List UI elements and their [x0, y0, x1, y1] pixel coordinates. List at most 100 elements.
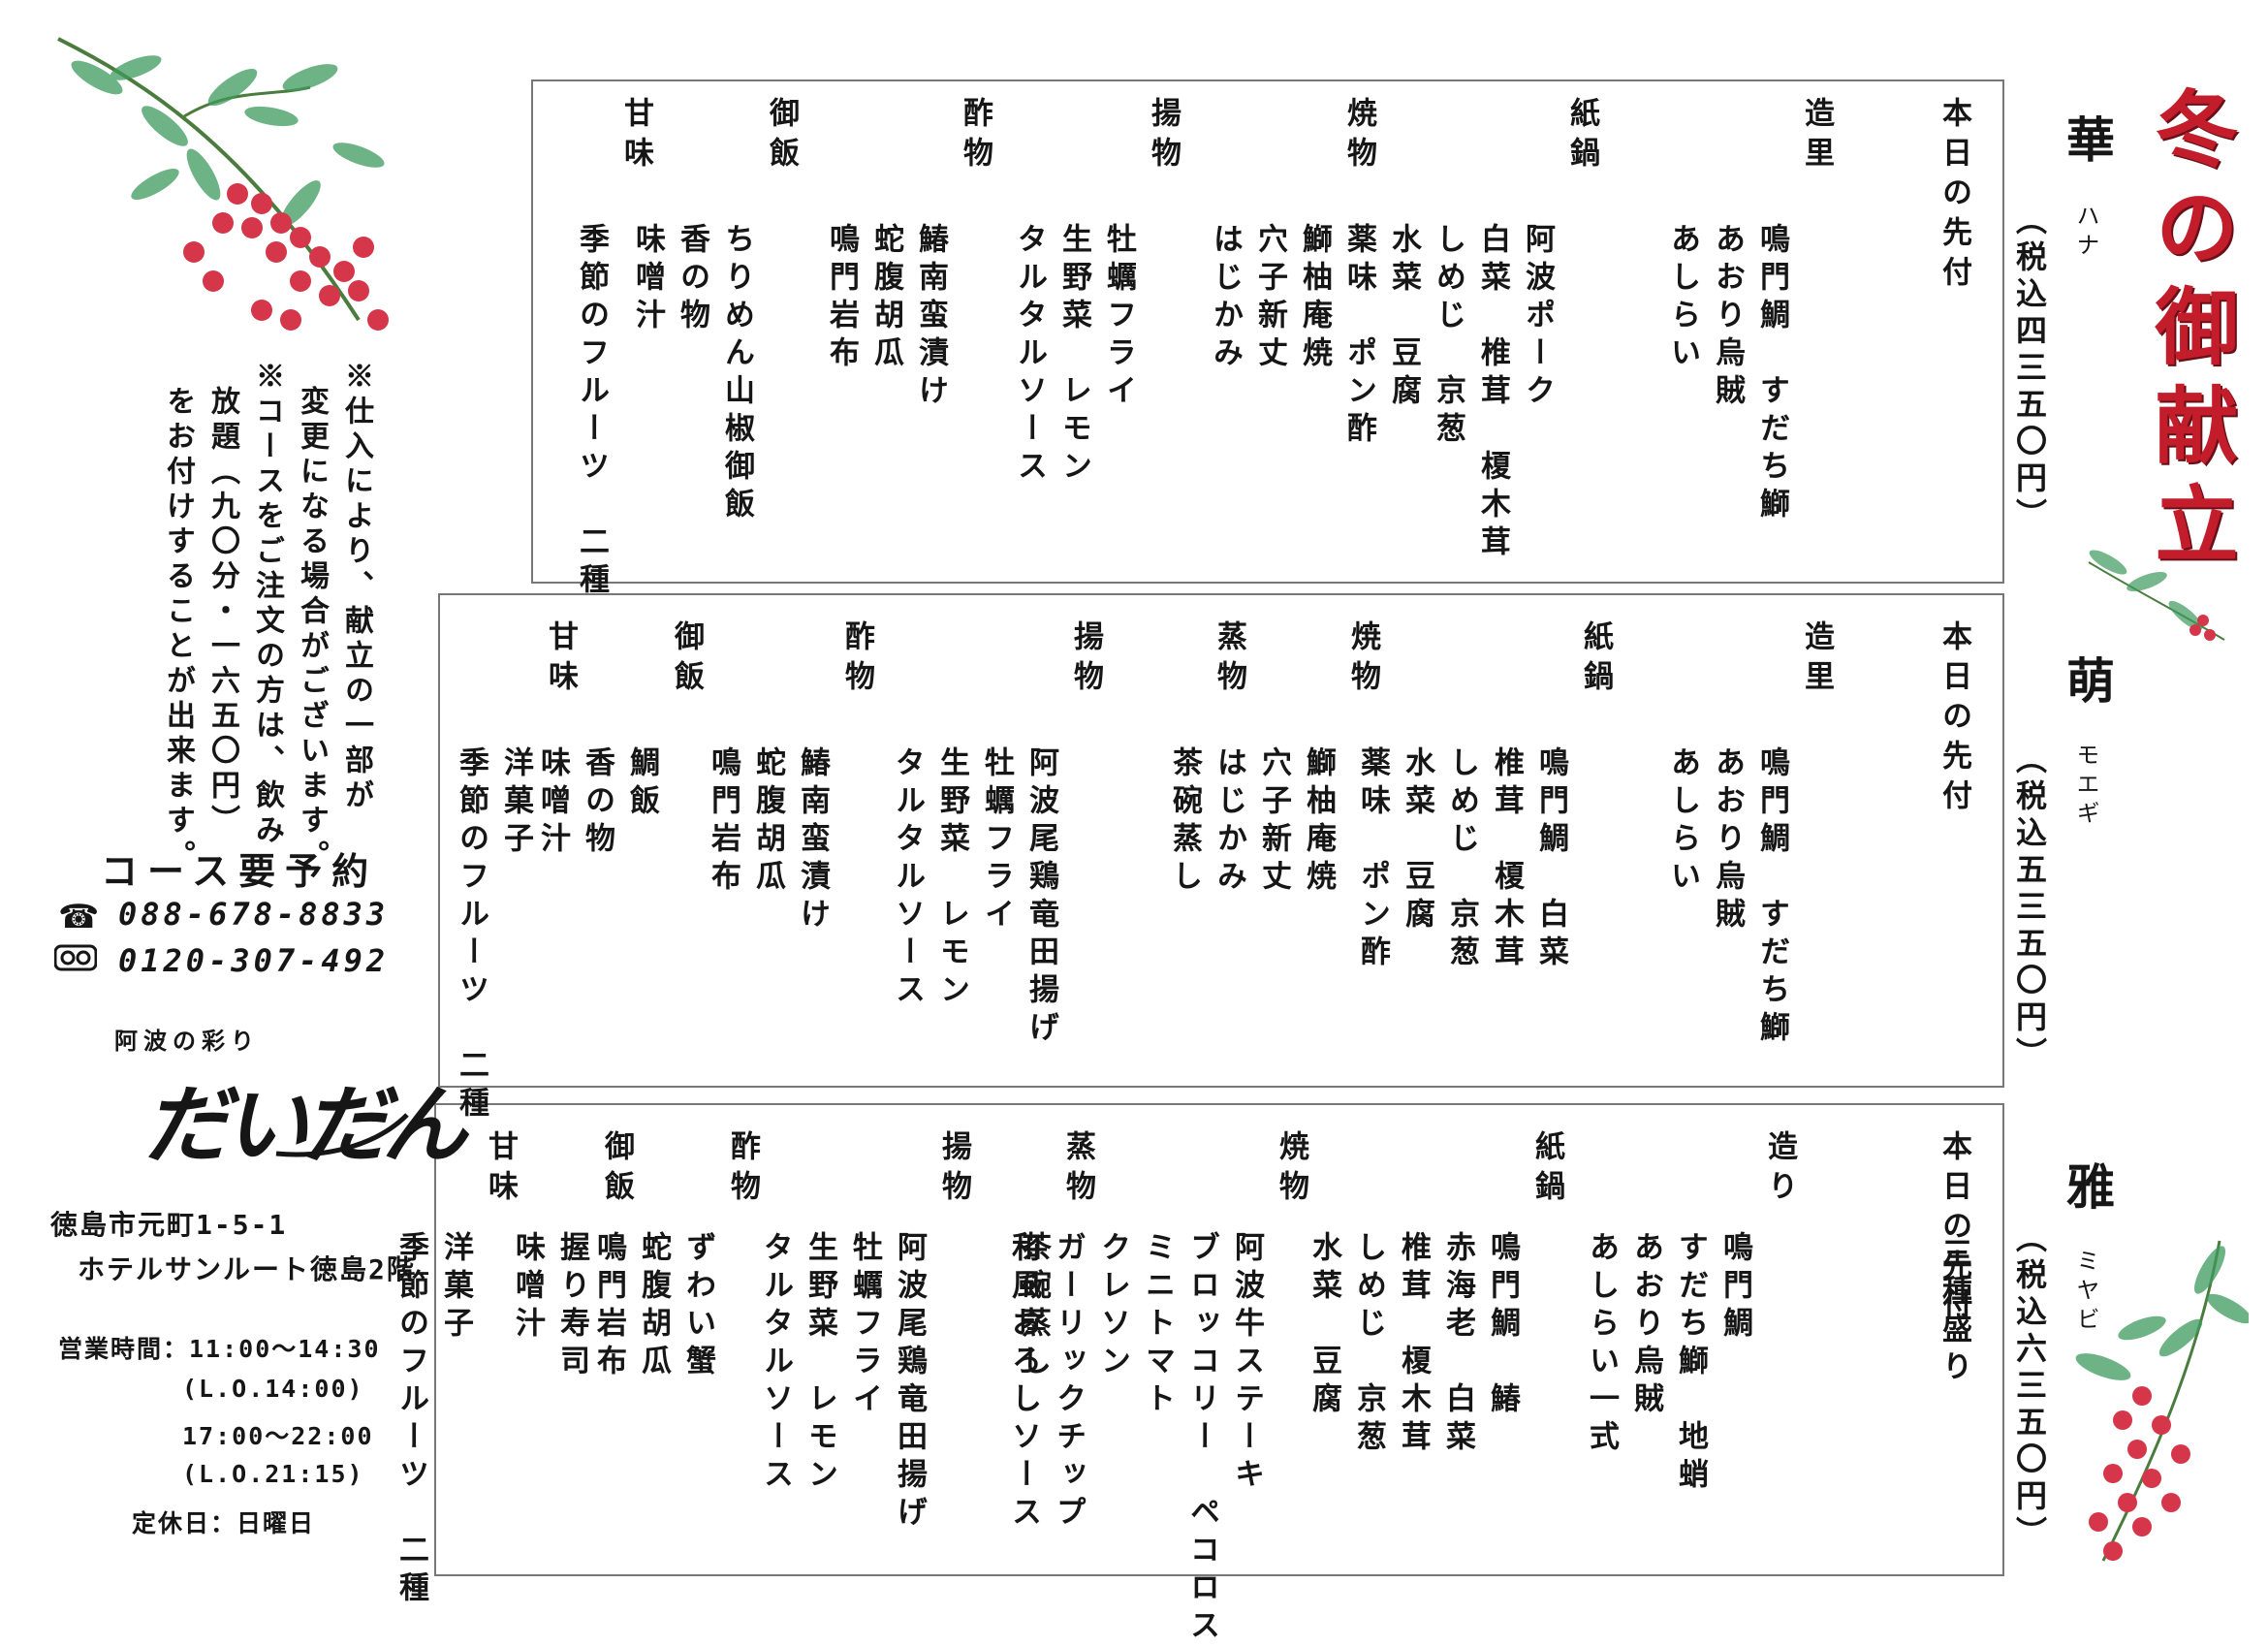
- menu-dish: 赤海老 白菜: [1440, 1231, 1475, 1458]
- menu-dish: 蛇腹胡瓜: [636, 1231, 671, 1382]
- course-box-hana: [531, 79, 2004, 584]
- menu-category: 酢物: [839, 620, 874, 700]
- freedial-number[interactable]: 0120-307-492: [118, 942, 390, 979]
- menu-dish: 香の物: [675, 223, 709, 336]
- menu-category: 御飯: [669, 620, 704, 700]
- sprig-illustration: [2088, 550, 2225, 641]
- menu-category: 甘味: [543, 620, 578, 700]
- menu-dish: ずわい蟹: [680, 1231, 715, 1382]
- menu-category: 造里: [1799, 620, 1834, 700]
- menu-dish: 鰆南蛮漬け: [795, 746, 830, 935]
- course-name-moegi: 萌: [2059, 655, 2116, 704]
- note-line-3: ※コースをご注文の方は、飲み: [250, 361, 284, 849]
- course-kana-miyabi: ミヤビ: [2072, 1249, 2099, 1336]
- menu-dish: タルタルソース: [890, 746, 925, 1011]
- menu-dish: 鰤柚庵焼: [1301, 746, 1336, 898]
- menu-dish: しめじ 京葱: [1431, 223, 1465, 450]
- menu-category: 蒸物: [1212, 620, 1246, 700]
- menu-dish: 茶碗蒸し: [1167, 746, 1202, 898]
- menu-dish: 鳴門鯛 鰆: [1485, 1231, 1520, 1420]
- menu-dish: 水菜 豆腐: [1400, 746, 1434, 935]
- menu-dish: タルタルソース: [758, 1231, 793, 1496]
- menu-dish: 蛇腹胡瓜: [750, 746, 785, 898]
- menu-dish: 鰤柚庵焼: [1297, 223, 1332, 374]
- menu-category: 紙鍋: [1529, 1130, 1564, 1210]
- menu-category: 酢物: [725, 1130, 760, 1210]
- restaurant-logo: だいだん: [143, 1074, 467, 1175]
- menu-dish: 穴子新丈: [1252, 223, 1287, 374]
- menu-category: 焼物: [1345, 620, 1380, 700]
- menu-category: 揚物: [1068, 620, 1103, 700]
- course-price-moegi: （税込五三五〇円）: [2011, 743, 2048, 1074]
- freedial-icon: [53, 942, 98, 981]
- menu-dish: あしらい: [1665, 223, 1700, 374]
- hours-line-3: 17:00～22:00: [182, 1422, 374, 1450]
- menu-category: 揚物: [936, 1130, 971, 1210]
- hours-line-4: (L.O.21:15): [182, 1460, 364, 1488]
- menu-dish: 阿波牛ステーキ: [1229, 1231, 1264, 1496]
- address-line-2: ホテルサンルート徳島2階: [78, 1253, 416, 1285]
- menu-dish: あしらい: [1665, 746, 1700, 898]
- course-kana-moegi: モエギ: [2072, 743, 2099, 830]
- menu-dish: 鳴門岩布: [824, 223, 859, 374]
- menu-dish: しめじ 京葱: [1444, 746, 1479, 973]
- hours-line-2: (L.O.14:00): [182, 1375, 364, 1403]
- note-line-2: 変更になる場合がございます。: [295, 386, 329, 874]
- menu-dish: 鳴門岩布: [591, 1231, 626, 1382]
- course-box-miyabi: [434, 1103, 2004, 1576]
- menu-dish: 椎茸 榎木茸: [1396, 1231, 1431, 1458]
- menu-dish: 牡蠣フライ: [979, 746, 1014, 935]
- menu-category: 焼物: [1274, 1130, 1308, 1210]
- menu-dish: 鰆南蛮漬け: [913, 223, 948, 412]
- menu-dish: 薬味 ポン酢: [1355, 746, 1390, 973]
- course-box-moegi: [438, 593, 2004, 1088]
- menu-dish: 味噌汁: [630, 223, 665, 336]
- menu-dish: はじかみ: [1208, 223, 1243, 374]
- menu-dish: タルタルソース: [1012, 223, 1047, 488]
- logo-swash: [275, 1113, 409, 1157]
- menu-category: 本日の先付: [1937, 1130, 1971, 1329]
- menu-dish: 阿波尾鶏竜田揚げ: [1024, 746, 1058, 1049]
- menu-dish: ブロッコリー ペコロス: [1184, 1231, 1219, 1647]
- menu-dish: 季節のフルーツ 二種: [394, 1231, 428, 1609]
- menu-category: 本日の先付: [1937, 97, 1971, 296]
- menu-dish: 味噌汁: [535, 746, 570, 860]
- menu-dish: 三種盛り: [1937, 1237, 1971, 1388]
- course-kana-hana: ハナ: [2072, 204, 2099, 262]
- menu-dish: 阿波ポーク: [1520, 223, 1555, 412]
- menu-category: 蒸物: [1060, 1130, 1095, 1210]
- note-line-5: をお付けすることが出来ます。: [161, 386, 195, 874]
- menu-dish: 薬味 ポン酢: [1341, 223, 1376, 450]
- menu-category: 造り: [1762, 1130, 1797, 1210]
- menu-dish: 香の物: [580, 746, 614, 860]
- hours-line-1: 営業時間：11:00～14:30: [58, 1335, 381, 1363]
- menu-dish: 季節のフルーツ 二種: [454, 746, 488, 1124]
- menu-dish: 白菜 椎茸 榎木茸: [1475, 223, 1510, 563]
- menu-dish: 鯛飯: [624, 746, 659, 822]
- menu-dish: 鳴門鯛 すだち鰤: [1754, 223, 1789, 525]
- menu-category: 御飯: [764, 97, 799, 176]
- menu-dish: 牡蠣フライ: [847, 1231, 882, 1420]
- course-price-hana: （税込四三五〇円）: [2011, 204, 2048, 535]
- menu-dish: 水菜 豆腐: [1307, 1231, 1341, 1420]
- address-line-1: 徳島市元町1-5-1: [50, 1209, 288, 1241]
- phone-number[interactable]: 088-678-8833: [118, 896, 390, 933]
- menu-dish: 鳴門鯛 白菜: [1533, 746, 1568, 973]
- menu-dish: あしらい一式: [1584, 1231, 1619, 1458]
- menu-dish: 鳴門岩布: [706, 746, 740, 898]
- telephone-icon: ☎: [58, 898, 100, 936]
- menu-dish: 生野菜 レモン: [1056, 223, 1091, 488]
- menu-dish: ガーリックチップ: [1051, 1231, 1086, 1534]
- menu-dish: すだち鰤 地蛸: [1673, 1231, 1708, 1496]
- course-name-hana: 華: [2059, 114, 2116, 163]
- menu-category: 造里: [1799, 97, 1834, 176]
- menu-dish: 握り寿司: [554, 1231, 589, 1382]
- menu-category: 紙鍋: [1578, 620, 1613, 700]
- hours-line-5: 定休日：日曜日: [132, 1509, 316, 1537]
- menu-category: 紙鍋: [1564, 97, 1599, 176]
- menu-dish: 生野菜 レモン: [934, 746, 969, 1011]
- course-price-miyabi: （税込六三五〇円）: [2011, 1221, 2048, 1553]
- menu-dish: クレソン: [1095, 1231, 1130, 1382]
- nandina-berries-illustration: [2075, 1240, 2249, 1562]
- menu-category: 本日の先付: [1937, 620, 1971, 819]
